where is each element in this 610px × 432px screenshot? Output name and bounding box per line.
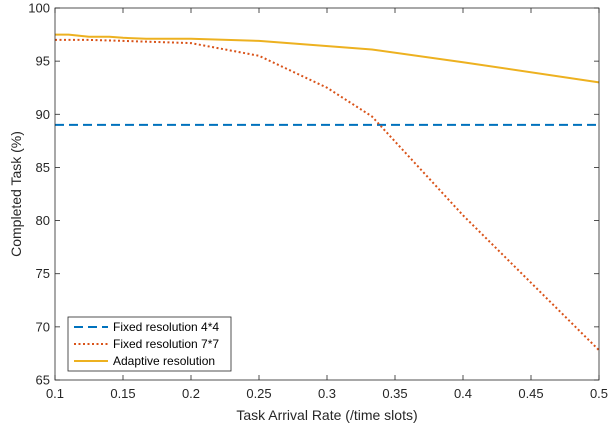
x-tick-label: 0.1 [46,386,64,401]
series-line-2 [55,38,600,351]
y-tick-label: 100 [28,1,50,16]
x-tick-label: 0.2 [182,386,200,401]
y-tick-label: 90 [36,107,50,122]
y-tick-label: 95 [36,54,50,69]
ticks-layer: 0.1 0.15 0.2 0.25 0.3 0.35 0.4 0.45 0.5 65 70 75 80 8… [28,1,608,402]
y-tick-label: 65 [36,373,50,388]
legend-label-3: Adaptive resolution [113,354,215,368]
x-tick-label: 0.4 [454,386,472,401]
y-tick-label: 85 [36,160,50,175]
x-tick-label: 0.5 [590,386,608,401]
x-axis-title: Task Arrival Rate (/time slots) [236,407,417,423]
legend-label-2: Fixed resolution 7*7 [113,337,219,351]
legend-label-1: Fixed resolution 4*4 [113,320,219,334]
x-tick-label: 0.35 [382,386,407,401]
x-tick-label: 0.15 [110,386,135,401]
x-tick-label: 0.45 [518,386,543,401]
series-layer [55,33,600,351]
y-axis-title: Completed Task (%) [8,131,24,257]
x-tick-label: 0.3 [318,386,336,401]
y-tick-label: 80 [36,213,50,228]
y-tick-label: 70 [36,319,50,334]
legend: Fixed resolution 4*4 Fixed resolution 7*7… [67,316,232,372]
series-line-3 [55,33,600,84]
x-tick-label: 0.25 [246,386,271,401]
y-tick-label: 75 [36,266,50,281]
